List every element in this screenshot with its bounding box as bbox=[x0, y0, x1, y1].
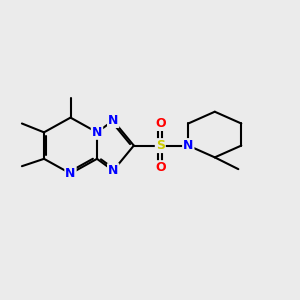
Text: N: N bbox=[92, 126, 102, 139]
Text: O: O bbox=[155, 161, 166, 174]
Text: N: N bbox=[183, 139, 194, 152]
Text: S: S bbox=[156, 139, 165, 152]
Text: N: N bbox=[108, 164, 119, 177]
Text: O: O bbox=[155, 117, 166, 130]
Text: N: N bbox=[65, 167, 76, 180]
Text: N: N bbox=[108, 114, 119, 127]
